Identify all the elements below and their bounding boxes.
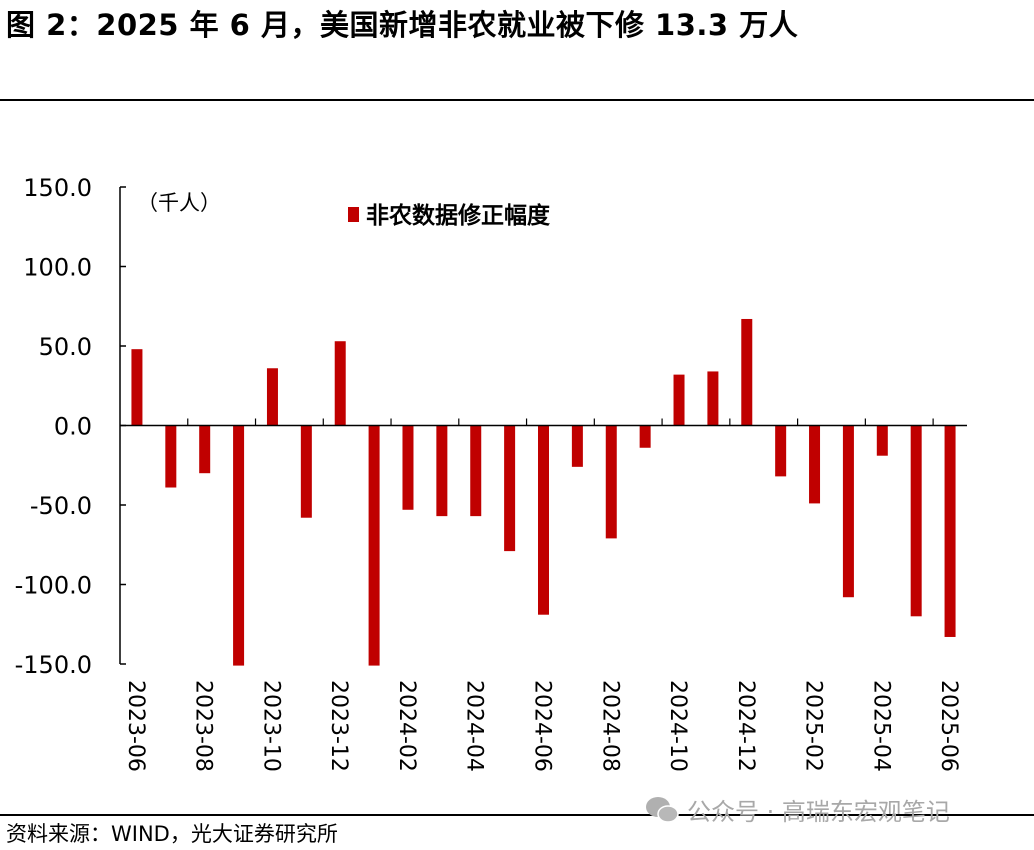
y-tick-label: -50.0	[30, 492, 92, 520]
bar-2024-12	[741, 318, 753, 426]
bar-2023-08	[199, 425, 211, 474]
bar-2025-02	[809, 425, 821, 504]
legend-label: 非农数据修正幅度	[366, 202, 551, 229]
bar-2025-05	[910, 425, 922, 617]
bar-2024-01	[368, 425, 380, 666]
x-tick-label: 2024-10	[665, 680, 690, 772]
x-tick-label: 2024-08	[597, 680, 622, 772]
unit-label: （千人）	[137, 191, 221, 215]
bars	[131, 318, 956, 666]
x-tick-label: 2024-02	[394, 680, 419, 772]
bar-2025-01	[775, 425, 787, 477]
bar-2023-10	[266, 368, 278, 426]
bar-chart: 150.0 100.0 50.0 0.0 -50.0 -100.0 -150.0 2023-…	[15, 174, 967, 772]
bar-2025-04	[876, 425, 888, 456]
x-tick-label: 2024-04	[462, 680, 487, 772]
bar-2024-08	[605, 425, 617, 539]
bar-2023-11	[300, 425, 312, 518]
wechat-icon	[646, 796, 679, 823]
y-tick-label: -100.0	[15, 572, 92, 600]
x-tick-label: 2024-12	[733, 680, 758, 772]
bar-2023-06	[131, 349, 143, 426]
bar-2024-05	[504, 425, 516, 552]
x-tick-label: 2023-06	[123, 680, 148, 772]
source-note: 资料来源：WIND，光大证券研究所	[6, 822, 338, 846]
y-tick-label: 0.0	[54, 413, 92, 441]
legend-swatch	[348, 207, 359, 222]
title-divider	[0, 99, 1034, 101]
y-tick-label: 150.0	[23, 174, 92, 202]
bar-2024-04	[470, 425, 482, 517]
y-axis: 150.0 100.0 50.0 0.0 -50.0 -100.0 -150.0	[15, 174, 126, 679]
bar-2024-11	[707, 371, 719, 426]
y-tick-label: -150.0	[15, 651, 92, 679]
x-axis: 2023-06 2023-08 2023-10 2023-12 2024-02 2024-…	[120, 418, 967, 772]
x-tick-label: 2023-12	[326, 680, 351, 772]
footer-divider	[0, 814, 1034, 816]
x-tick-label: 2025-02	[801, 680, 826, 772]
x-tick-label: 2023-10	[258, 680, 283, 772]
y-tick-label: 100.0	[23, 254, 92, 282]
bar-2024-10	[673, 374, 685, 426]
watermark: 公众号 · 高瑞东宏观笔记	[645, 792, 950, 827]
bar-2023-07	[165, 425, 177, 488]
bar-2025-03	[842, 425, 854, 598]
bar-2024-03	[436, 425, 448, 517]
y-tick-label: 50.0	[39, 333, 92, 361]
bar-2023-09	[233, 425, 245, 666]
bar-2023-12	[334, 341, 346, 426]
x-tick-label: 2025-04	[868, 680, 893, 772]
watermark-text: 公众号 · 高瑞东宏观笔记	[687, 798, 950, 826]
bar-2025-06	[944, 425, 956, 637]
bar-2024-07	[571, 425, 583, 467]
x-tick-label: 2023-08	[191, 680, 216, 772]
figure-title: 图 2：2025 年 6 月，美国新增非农就业被下修 13.3 万人	[6, 8, 799, 42]
bar-2024-02	[402, 425, 414, 510]
x-tick-label: 2025-06	[936, 680, 961, 772]
x-tick-label: 2024-06	[530, 680, 555, 772]
bar-2024-06	[538, 425, 549, 615]
bar-2024-09	[639, 425, 651, 448]
